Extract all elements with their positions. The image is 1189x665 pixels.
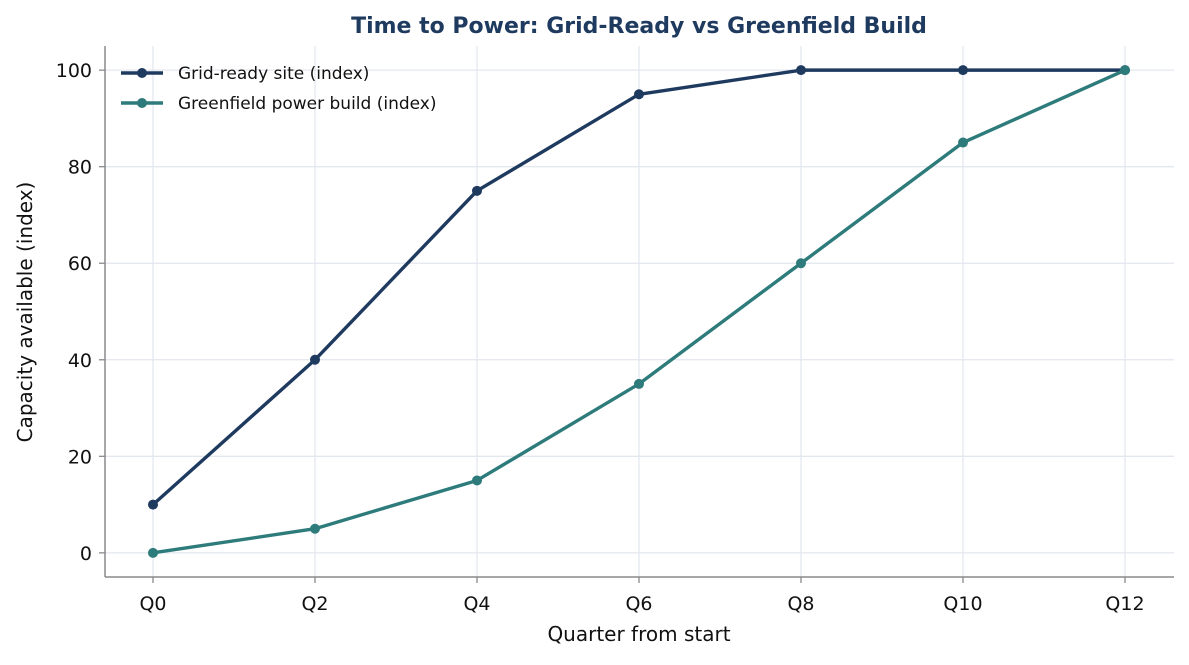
data-point-series-2 (1120, 65, 1130, 76)
data-point-series-1 (958, 65, 968, 76)
data-point-series-2 (796, 258, 806, 269)
y-tick-label: 80 (68, 157, 92, 179)
x-tick-label: Q12 (1105, 593, 1144, 615)
data-point-series-2 (148, 547, 158, 558)
data-point-series-2 (310, 523, 320, 534)
x-axis-label: Quarter from start (547, 622, 730, 646)
legend-label-1: Grid-ready site (index) (178, 64, 369, 84)
data-point-series-2 (958, 137, 968, 148)
series-layer (148, 65, 1130, 558)
legend-marker-2 (137, 98, 147, 108)
data-point-series-1 (796, 65, 806, 76)
y-axis-label: Capacity available (index) (13, 182, 37, 443)
data-point-series-1 (310, 354, 320, 365)
chart-title: Time to Power: Grid-Ready vs Greenfield … (351, 14, 927, 39)
legend-label-2: Greenfield power build (index) (178, 94, 437, 114)
y-tick-label: 40 (68, 350, 92, 372)
x-tick-label: Q0 (139, 593, 166, 615)
x-tick-label: Q8 (787, 593, 814, 615)
x-tick-label: Q10 (943, 593, 982, 615)
data-point-series-1 (148, 499, 158, 510)
legend: Grid-ready site (index) Greenfield power … (121, 64, 437, 114)
data-point-series-1 (472, 185, 482, 196)
grid (105, 46, 1174, 577)
axes: Q0 Q2 Q4 Q6 Q8 Q10 Q12 0 20 40 60 80 100 (56, 46, 1174, 615)
data-point-series-2 (634, 378, 644, 389)
data-point-series-1 (634, 89, 644, 100)
y-tick-label: 100 (56, 60, 92, 82)
y-tick-label: 60 (68, 253, 92, 275)
legend-marker-1 (137, 68, 147, 78)
x-tick-label: Q4 (463, 593, 490, 615)
y-tick-label: 20 (68, 446, 92, 468)
data-point-series-2 (472, 475, 482, 486)
y-tick-label: 0 (80, 543, 92, 565)
x-tick-label: Q2 (301, 593, 328, 615)
x-tick-label: Q6 (625, 593, 652, 615)
